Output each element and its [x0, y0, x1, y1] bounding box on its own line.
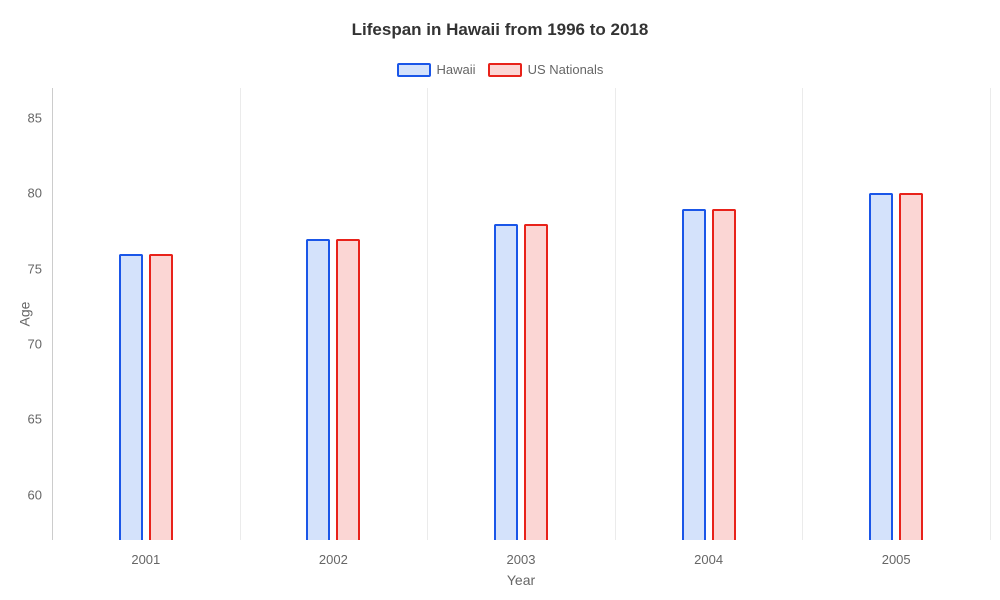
x-tick-label: 2004 [694, 540, 723, 567]
y-tick-label: 75 [12, 261, 52, 276]
y-axis-title: Age [16, 302, 32, 327]
legend-label-hawaii: Hawaii [437, 62, 476, 77]
legend-swatch-us [488, 63, 522, 77]
bar [869, 193, 893, 540]
legend-item-hawaii: Hawaii [397, 62, 476, 77]
legend-item-us: US Nationals [488, 62, 604, 77]
y-tick-label: 60 [12, 487, 52, 502]
y-tick-label: 70 [12, 337, 52, 352]
grid-line [990, 88, 991, 540]
y-axis-line [52, 88, 53, 540]
plot-area: Age Year 6065707580852001200220032004200… [52, 88, 990, 540]
y-tick-label: 85 [12, 111, 52, 126]
x-axis-title: Year [507, 572, 535, 588]
bar [899, 193, 923, 540]
bar [682, 209, 706, 540]
grid-line [240, 88, 241, 540]
bar [149, 254, 173, 540]
bar [306, 239, 330, 540]
grid-line [615, 88, 616, 540]
chart-title: Lifespan in Hawaii from 1996 to 2018 [0, 20, 1000, 40]
grid-line [802, 88, 803, 540]
y-tick-label: 80 [12, 186, 52, 201]
x-tick-label: 2005 [882, 540, 911, 567]
x-tick-label: 2001 [131, 540, 160, 567]
y-tick-label: 65 [12, 412, 52, 427]
x-tick-label: 2003 [507, 540, 536, 567]
grid-line [427, 88, 428, 540]
legend-label-us: US Nationals [528, 62, 604, 77]
bar [119, 254, 143, 540]
legend: Hawaii US Nationals [0, 62, 1000, 77]
bar [494, 224, 518, 540]
x-tick-label: 2002 [319, 540, 348, 567]
bar [524, 224, 548, 540]
legend-swatch-hawaii [397, 63, 431, 77]
chart-container: Lifespan in Hawaii from 1996 to 2018 Haw… [0, 0, 1000, 600]
bar [336, 239, 360, 540]
bar [712, 209, 736, 540]
